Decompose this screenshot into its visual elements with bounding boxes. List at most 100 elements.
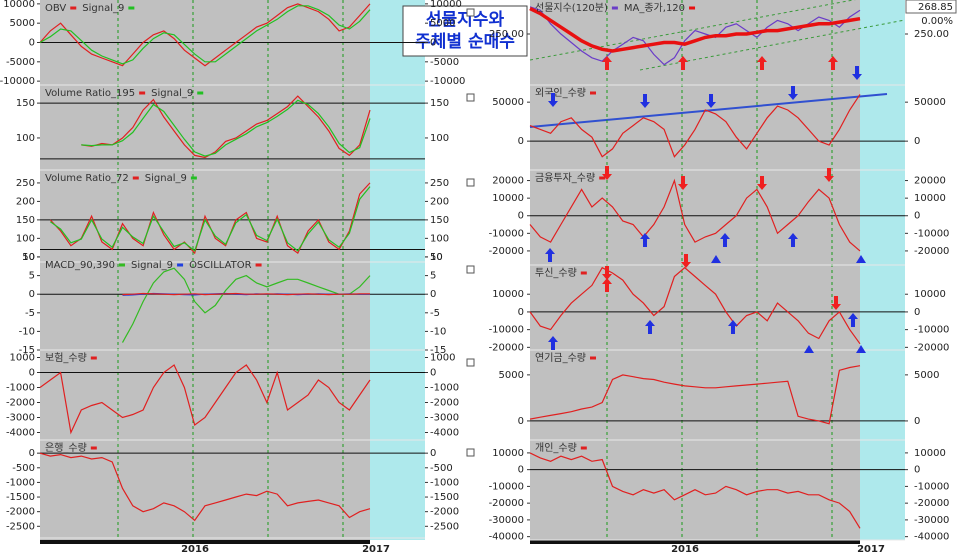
y-tick-label: -2000 <box>6 398 35 409</box>
signal-arrow <box>640 233 650 247</box>
panel-icon <box>466 8 475 17</box>
plot-area <box>40 0 370 540</box>
legend-label: OSCILLATOR <box>189 260 252 271</box>
y-tick-label: -1000 <box>6 383 35 394</box>
y-tick-label: -1500 <box>430 492 459 503</box>
y-tick-label: -2000 <box>430 398 459 409</box>
y-tick-label: 0 <box>914 416 920 427</box>
y-tick-label: -10000 <box>914 481 949 492</box>
signal-arrow <box>757 56 767 70</box>
x-tick-label: 2017 <box>857 544 885 555</box>
y-tick-label: -2000 <box>6 507 35 518</box>
trend-line <box>529 93 888 128</box>
legend-label: MACD_90,390 <box>45 260 115 271</box>
y-tick-label: 150 <box>430 98 449 109</box>
y-tick-label: 250.00 <box>489 29 524 40</box>
series-line <box>81 99 371 157</box>
future-area <box>370 0 425 540</box>
legend-label: 금융투자_수량 <box>535 172 595 184</box>
y-tick-label: -15 <box>19 345 35 356</box>
y-tick-label: -10000 <box>489 228 524 239</box>
y-tick-label: 0 <box>430 448 436 459</box>
y-tick-label: 200 <box>16 196 35 207</box>
y-tick-label: 5000 <box>499 370 524 381</box>
legend-label: Signal_9 <box>145 173 187 184</box>
y-tick-label: 5 <box>29 271 35 282</box>
signal-arrow <box>602 56 612 70</box>
signal-arrow <box>788 233 798 247</box>
y-tick-label: 250 <box>16 178 35 189</box>
series-line <box>529 178 861 252</box>
signal-arrow <box>640 94 650 108</box>
signal-arrow <box>602 266 612 280</box>
y-tick-label: 0 <box>29 289 35 300</box>
y-tick-label: -1500 <box>6 492 35 503</box>
y-tick-label: 10000 <box>914 193 946 204</box>
y-tick-label: -5000 <box>6 57 35 68</box>
y-tick-label: -30000 <box>914 515 949 526</box>
y-tick-label: -2500 <box>6 521 35 532</box>
y-tick-label: 0 <box>29 448 35 459</box>
last-price: 268.85 <box>918 2 953 13</box>
legend-label: 은행_수량 <box>45 442 87 454</box>
signal-arrow <box>678 176 688 190</box>
y-tick-label: 5000 <box>10 18 35 29</box>
panel-icon <box>466 93 475 102</box>
y-tick-label: -20000 <box>489 246 524 257</box>
signal-arrow <box>548 93 558 107</box>
legend-label: Volume Ratio_72 <box>45 173 129 184</box>
y-tick-label: 50 <box>430 252 443 263</box>
series-line <box>529 6 861 53</box>
y-tick-label: 20000 <box>914 176 946 187</box>
signal-arrow <box>757 176 767 190</box>
signal-triangle <box>856 255 866 263</box>
signal-arrow <box>852 66 862 80</box>
y-tick-label: 0 <box>430 368 436 379</box>
signal-arrow <box>681 254 691 268</box>
y-tick-label: -10000 <box>0 76 35 87</box>
y-tick-label: -10000 <box>914 325 949 336</box>
y-tick-label: 50000 <box>492 97 524 108</box>
y-tick-label: 10000 <box>3 0 35 10</box>
y-tick-label: 100 <box>430 233 449 244</box>
signal-arrow <box>602 166 612 180</box>
signal-triangle <box>711 255 721 263</box>
y-tick-label: 0 <box>518 416 524 427</box>
y-tick-label: 10 <box>22 252 35 263</box>
panel-icon <box>466 358 475 367</box>
series-line <box>39 3 371 67</box>
legend-label: 선물지수(120분) <box>535 2 608 14</box>
y-tick-label: -20000 <box>489 342 524 353</box>
y-tick-label: 0 <box>29 38 35 49</box>
y-tick-label: -1000 <box>430 383 459 394</box>
y-tick-label: -40000 <box>489 532 524 543</box>
series-line <box>39 5 371 65</box>
y-tick-label: -1000 <box>6 477 35 488</box>
y-tick-label: -10 <box>19 326 35 337</box>
title-line: 선물지수와 <box>426 10 505 30</box>
legend-label: 개인_수량 <box>535 442 577 454</box>
y-tick-label: -10000 <box>489 325 524 336</box>
x-tick-label: 2016 <box>671 544 699 555</box>
y-tick-label: -10 <box>430 326 446 337</box>
y-tick-label: 0 <box>430 38 436 49</box>
y-tick-label: 10 <box>430 252 443 263</box>
series-line <box>121 267 371 343</box>
price-box <box>905 0 957 14</box>
signal-triangle <box>856 345 866 353</box>
y-tick-label: 50 <box>22 252 35 263</box>
signal-arrow <box>720 233 730 247</box>
y-tick-label: -1000 <box>430 477 459 488</box>
legend-label: MA_종가,120 <box>624 2 685 14</box>
y-tick-label: -15 <box>430 345 446 356</box>
y-tick-label: 250 <box>430 178 449 189</box>
y-tick-label: 0 <box>914 136 920 147</box>
series-line <box>81 95 371 159</box>
plot-area <box>530 0 860 540</box>
y-tick-label: 5000 <box>430 18 455 29</box>
legend-label: Signal_9 <box>82 3 124 14</box>
y-tick-label: -10000 <box>914 228 949 239</box>
y-tick-label: 20000 <box>492 176 524 187</box>
legend-label: 외국인_수량 <box>535 87 586 99</box>
